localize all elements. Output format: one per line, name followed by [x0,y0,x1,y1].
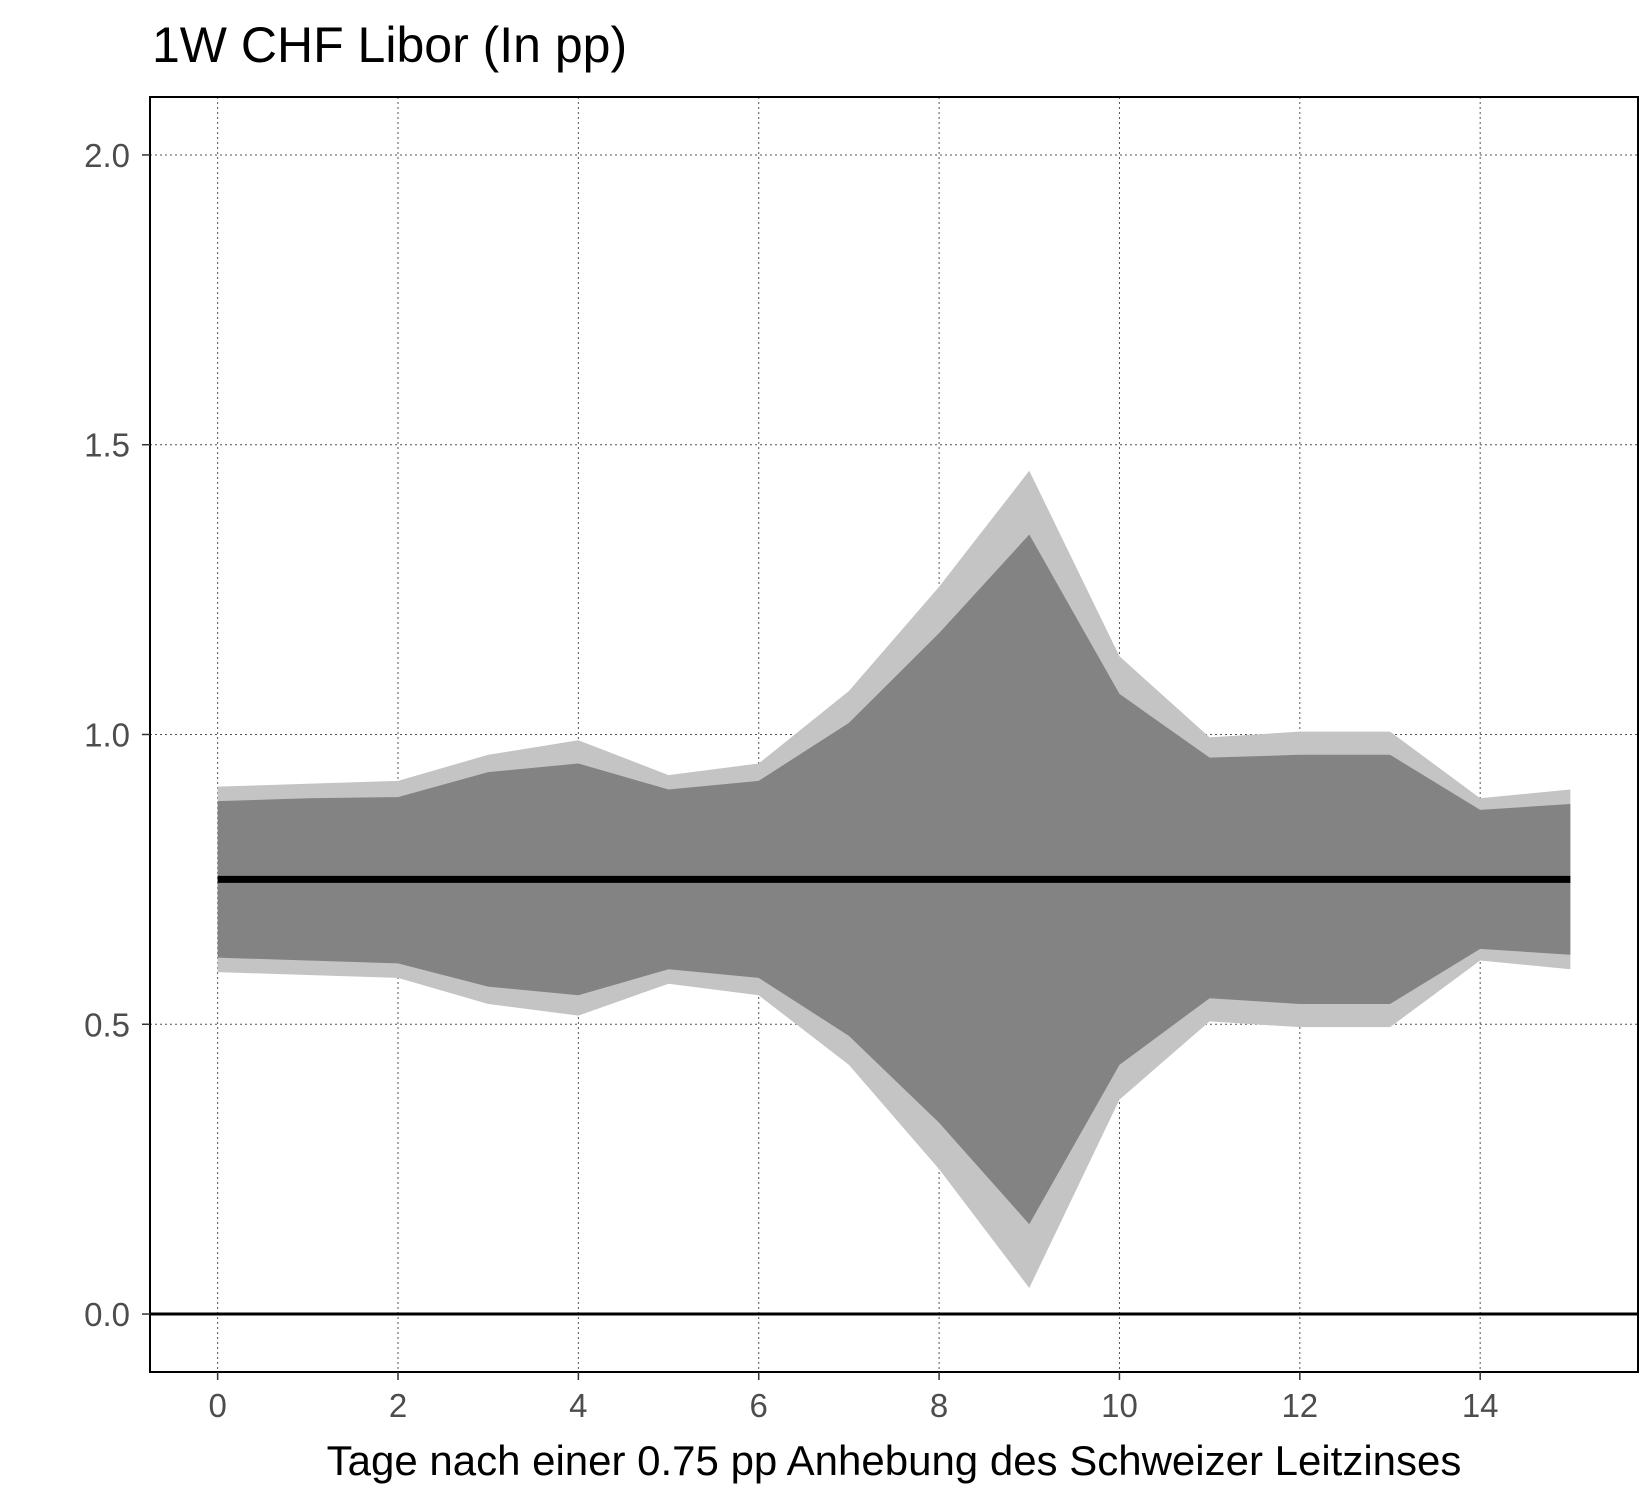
y-tick-label-4: 2.0 [84,137,130,174]
x-tick-label-7: 14 [1462,1387,1499,1424]
x-tick-label-6: 12 [1281,1387,1318,1424]
x-axis-ticks: 0 2 4 6 8 10 12 14 [208,1372,1499,1424]
y-tick-label-1: 0.5 [84,1006,130,1043]
y-axis-ticks: 0.0 0.5 1.0 1.5 2.0 [84,137,150,1333]
x-tick-label-0: 0 [208,1387,226,1424]
series-lines [150,875,1638,1316]
y-tick-label-3: 1.5 [84,427,130,464]
x-axis-label: Tage nach einer 0.75 pp Anhebung des Sch… [327,1437,1462,1484]
x-tick-label-2: 4 [569,1387,587,1424]
x-tick-label-4: 8 [930,1387,948,1424]
chart-title: 1W CHF Libor (In pp) [152,17,627,73]
y-tick-label-2: 1.0 [84,717,130,754]
x-tick-label-1: 2 [389,1387,407,1424]
x-tick-label-3: 6 [750,1387,768,1424]
x-tick-label-5: 10 [1101,1387,1138,1424]
y-tick-label-0: 0.0 [84,1296,130,1333]
